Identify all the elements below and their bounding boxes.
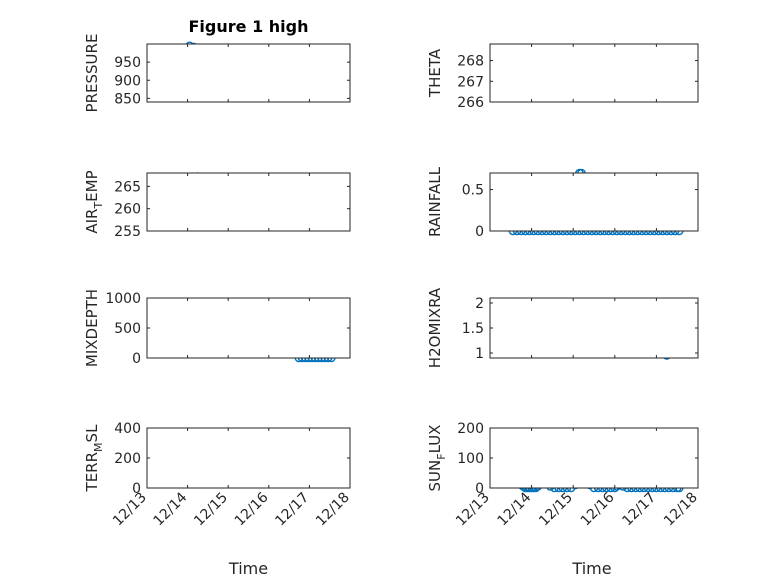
y-tick-label: 266	[457, 95, 484, 111]
axes-box	[489, 427, 699, 489]
y-tick-label: 0	[475, 481, 484, 497]
y-tick-label: 0	[132, 481, 141, 497]
y-axis-label-rest: EMP	[83, 170, 101, 201]
x-tick-label: 12/15	[536, 490, 576, 530]
y-tick-label: 265	[114, 179, 141, 195]
axes-box	[146, 172, 351, 232]
y-axis-label: H2OMIXRA	[426, 287, 444, 368]
x-tick-label: 12/13	[453, 490, 493, 530]
x-tick-label: 12/14	[495, 489, 535, 529]
subplot-terr-msl: 0 200 400 12/13 12/14 12/15 12/16 12/17 12/18 TER…	[83, 421, 353, 578]
y-tick-label: 200	[114, 451, 141, 467]
subplot-rainfall: 0 0.5 RAINFALL	[426, 166, 699, 240]
x-tick-label: 12/16	[232, 489, 272, 529]
subplot-theta: 266 267 268 THETA	[426, 43, 699, 111]
y-axis-label-main: AIR	[83, 209, 101, 234]
y-tick-label: 2	[475, 296, 484, 312]
y-tick-label: 268	[457, 54, 484, 70]
y-axis-label: TERRMSL	[83, 424, 105, 493]
y-tick-label: 0	[475, 224, 484, 240]
x-tick-label: 12/14	[151, 489, 191, 529]
y-tick-label: 1.5	[462, 321, 484, 337]
subplot-pressure: 850 900 950 PRESSURE Figure 1 high	[83, 17, 351, 113]
y-axis-label-subscript: T	[92, 202, 105, 210]
y-tick-label: 100	[457, 451, 484, 467]
y-tick-label: 200	[457, 421, 484, 437]
y-axis-label: RAINFALL	[426, 166, 444, 237]
x-axis-label: Time	[571, 559, 611, 578]
y-tick-label: 900	[114, 73, 141, 89]
y-axis-label-main: TERR	[83, 452, 101, 493]
y-axis-label-rest: LUX	[426, 425, 444, 454]
y-tick-label: 1	[475, 346, 484, 362]
x-axis-label: Time	[228, 559, 268, 578]
axes-box	[146, 43, 351, 103]
y-tick-label: 255	[114, 224, 141, 240]
x-tick-label: 12/13	[110, 490, 150, 530]
y-axis-label: PRESSURE	[83, 34, 101, 113]
axes-box	[489, 172, 699, 232]
y-axis-label: SUNFLUX	[426, 425, 448, 492]
subplot-h2omixra: 1 1.5 2 H2OMIXRA	[426, 287, 699, 368]
axes-box	[489, 297, 699, 359]
y-axis-label-subscript: M	[92, 442, 105, 452]
axes-box	[146, 297, 351, 359]
y-tick-label: 850	[114, 91, 141, 107]
subplot-sun-flux: 0 100 200 12/13 12/14 12/15 12/16 12/17 12/18 SUN…	[426, 421, 701, 578]
y-tick-label: 267	[457, 74, 484, 90]
y-axis-label-subscript: F	[435, 453, 448, 459]
y-tick-label: 500	[114, 321, 141, 337]
x-tick-label: 12/18	[313, 490, 353, 530]
x-tick-label: 12/17	[272, 490, 312, 530]
chart-title: Figure 1 high	[189, 17, 309, 36]
y-axis-label: MIXDEPTH	[83, 289, 101, 367]
y-tick-label: 0.5	[462, 183, 484, 199]
y-axis-label-rest: SL	[83, 424, 101, 443]
y-axis-label-main: SUN	[426, 460, 444, 492]
x-tick-label: 12/15	[191, 490, 231, 530]
y-tick-label: 400	[114, 421, 141, 437]
y-axis-label: AIRTEMP	[83, 170, 105, 233]
y-tick-label: 260	[114, 202, 141, 218]
x-tick-label: 12/17	[619, 490, 659, 530]
y-axis-label: THETA	[426, 48, 444, 98]
x-tick-label: 12/16	[578, 489, 618, 529]
y-tick-label: 1000	[105, 291, 141, 307]
axes-box	[489, 43, 699, 103]
subplot-air-temp: 255 260 265 AIRTEMP	[83, 170, 351, 240]
y-tick-label: 950	[114, 55, 141, 71]
y-tick-label: 0	[132, 351, 141, 367]
x-tick-label: 12/18	[661, 490, 701, 530]
axes-box	[146, 427, 351, 489]
